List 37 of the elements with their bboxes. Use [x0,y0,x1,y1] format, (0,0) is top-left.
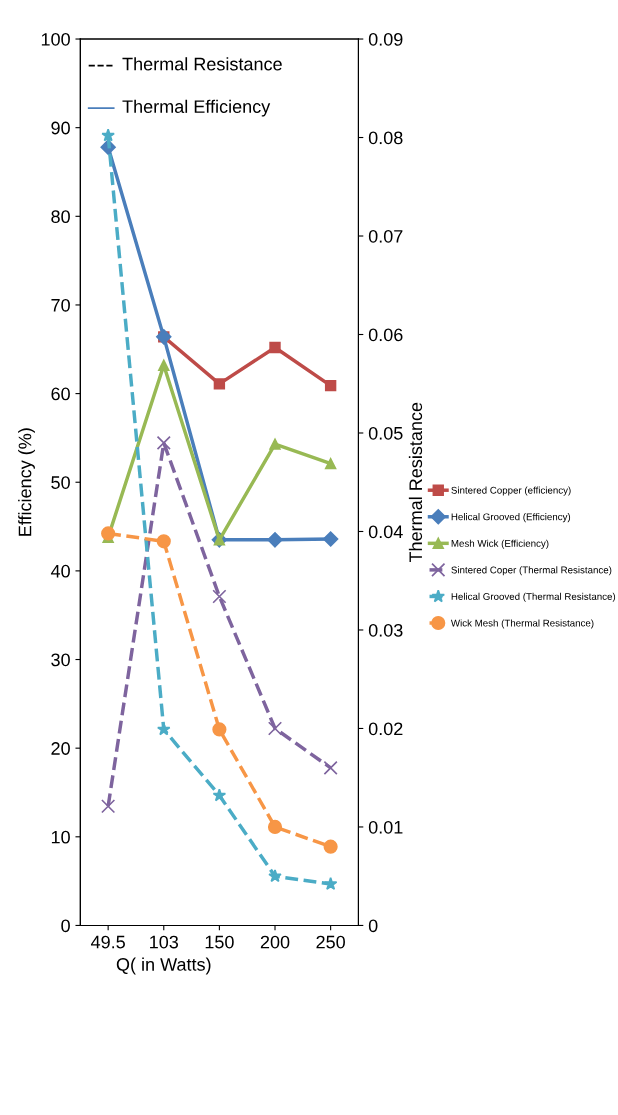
y-tick-label: 10 [51,830,70,844]
y-axis-title: Efficiency (%) [18,428,35,536]
y2-tick-label: 0.05 [368,426,403,440]
y2-tick-label: 0.06 [368,328,403,342]
legend-label: Helical Grooved (Efficiency) [451,513,571,523]
annotation: Thermal Efficiency [122,99,271,117]
y-tick-label: 20 [51,742,70,755]
legend-label: Helical Grooved (Thermal Resistance) [451,592,616,602]
y-tick-label: 30 [51,653,70,667]
y2-tick-label: 0.07 [368,229,403,243]
annotation: Thermal Resistance [122,57,282,71]
y2-tick-label: 0 [368,919,378,933]
x-axis-title: Q( in Watts) [116,957,211,975]
x-tick-label: 49.5 [91,935,125,949]
legend-label: Mesh Wick (Efficiency) [451,539,549,549]
x-tick-label: 103 [150,935,179,949]
y-tick-label: 40 [50,564,70,578]
y2-tick-label: 0.09 [368,32,403,46]
x-tick-label: 250 [316,935,345,949]
legend-label: Sintered Coper (Thermal Resistance) [451,566,612,576]
x-tick-label: 200 [260,935,290,949]
y-tick-label: 80 [51,210,70,224]
x-tick-label: 150 [205,935,234,949]
y-tick-label: 90 [51,121,70,135]
y-tick-label: 50 [51,476,70,489]
y-tick-label: 70 [51,298,70,312]
y-tick-label: 100 [41,32,70,46]
legend-label: Sintered Copper (efficiency) [451,486,571,496]
legend-label: Wick Mesh (Thermal Resistance) [450,619,594,629]
y2-tick-label: 0.02 [368,722,403,736]
y2-tick-label: 0.08 [368,131,403,145]
y2-axis-title: Thermal Resistance [408,402,423,563]
y-tick-label: 60 [51,387,70,401]
y2-tick-label: 0.04 [368,525,403,539]
y2-tick-label: 0.01 [368,820,403,834]
y2-tick-label: 0.03 [368,623,403,637]
y-tick-label: 0 [61,919,70,933]
